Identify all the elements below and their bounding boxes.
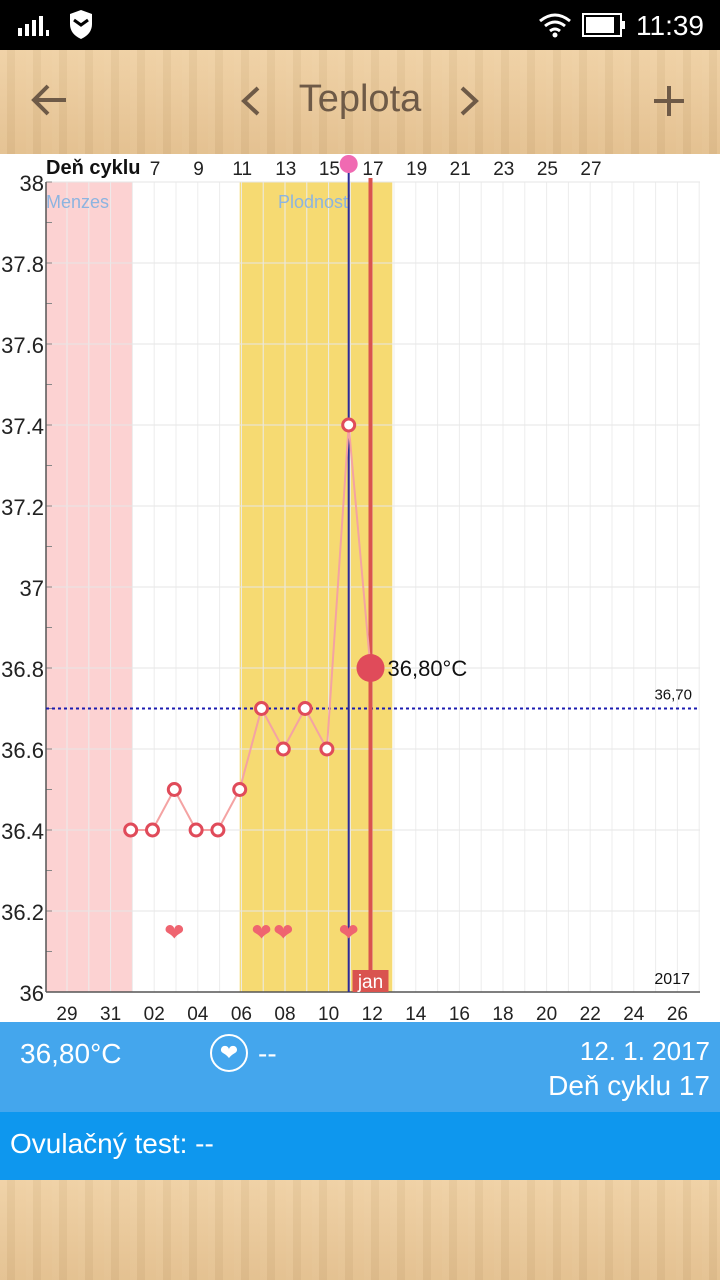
clock: 11:39 [636, 10, 704, 41]
month-tag [352, 970, 389, 992]
x-tick-label: 18 [492, 1004, 513, 1022]
month-label: jan [357, 972, 383, 993]
x-tick-label: 08 [274, 1004, 295, 1022]
intercourse-value: -- [258, 1038, 277, 1069]
temperature-point [166, 782, 182, 797]
temperature-point [319, 741, 335, 757]
selected-value-label: 36,80°C [388, 656, 468, 681]
cycle-day-tick-label: 21 [450, 159, 471, 180]
y-tick-label: 37.2 [1, 495, 44, 520]
cycle-day-tick-label: 9 [193, 159, 204, 180]
y-tick-label: 37.6 [1, 333, 44, 358]
selected-point [356, 654, 385, 682]
page-title: Teplota [298, 78, 422, 120]
cycle-day-tick-label: 27 [580, 159, 601, 180]
status-bar: 11:39 [0, 0, 720, 50]
heart-icon: ❤ [164, 918, 184, 946]
temperature-point [341, 417, 357, 433]
signal-icon [18, 16, 49, 36]
y-tick-label: 36.8 [1, 657, 44, 682]
y-tick-label: 36.2 [1, 900, 44, 925]
cycle-day-tick-label: 7 [150, 159, 161, 180]
fertile-label: Plodnosť [278, 192, 350, 212]
temperature-point [145, 822, 160, 838]
year-label: 2017 [654, 971, 690, 988]
x-tick-label: 26 [667, 1004, 688, 1022]
x-tick-label: 10 [318, 1004, 339, 1022]
y-tick-label: 37.8 [1, 252, 44, 277]
temperature-chart[interactable]: 36 36.2 36.4 36.6 36.8 37 37.2 37.4 37.6 37.8 38 De… [0, 154, 720, 1022]
back-arrow-icon[interactable] [30, 82, 70, 118]
heart-icon: ❤ [251, 918, 271, 946]
y-tick-label: 37 [20, 576, 44, 601]
temperature-value: 36,80°C [20, 1038, 122, 1069]
cycle-day-header-label: Deň cyklu [46, 157, 140, 179]
temperature-point [254, 701, 269, 716]
cycle-day-tick-label: 25 [537, 159, 558, 180]
shield-icon [70, 10, 92, 39]
day-info-panel: 36,80°C ❤ -- 12. 1. 2017 Deň cyklu 17 [0, 1022, 720, 1112]
chart-svg[interactable]: 36 36.2 36.4 36.6 36.8 37 37.2 37.4 37.6 37.8 38De… [0, 154, 720, 1022]
x-tick-label: 12 [362, 1004, 383, 1022]
ovulation-test-panel[interactable]: Ovulačný test: -- [0, 1112, 720, 1180]
x-tick-label: 22 [580, 1004, 601, 1022]
x-tick-label: 06 [231, 1004, 252, 1022]
ovulation-test-label: Ovulačný test: -- [10, 1128, 214, 1159]
temperature-point [275, 741, 291, 757]
toolbar [0, 50, 720, 154]
y-tick-label: 36 [20, 981, 44, 1006]
cycle-day-tick-label: 13 [275, 159, 296, 180]
x-tick-label: 31 [100, 1004, 121, 1022]
menses-label: Menzes [46, 192, 109, 212]
x-tick-label: 04 [187, 1004, 209, 1022]
heart-icon[interactable]: ❤ [210, 1034, 248, 1072]
battery-icon [582, 13, 625, 37]
prev-chevron-icon[interactable] [240, 86, 262, 116]
y-tick-label: 38 [20, 171, 44, 196]
temperature-point [232, 782, 248, 797]
temperature-line [130, 424, 372, 831]
cycle-day-tick-label: 15 [319, 159, 340, 180]
x-tick-label: 02 [144, 1004, 165, 1022]
coverline-label: 36,70 [654, 687, 692, 704]
next-chevron-icon[interactable] [458, 86, 480, 116]
cycle-day-tick-label: 19 [406, 159, 427, 180]
x-tick-label: 24 [623, 1004, 645, 1022]
cycle-day-tick-label: 11 [232, 159, 252, 180]
temperature-point [123, 822, 139, 838]
cycle-day-tick-label: 23 [493, 159, 514, 180]
x-tick-label: 16 [449, 1004, 470, 1022]
temperature-point [188, 822, 204, 838]
heart-icon: ❤ [273, 918, 293, 946]
heart-icon: ❤ [339, 918, 359, 946]
bottom-background [0, 1180, 720, 1280]
add-plus-icon[interactable] [652, 84, 686, 118]
x-tick-label: 14 [405, 1004, 427, 1022]
x-tick-label: 20 [536, 1004, 557, 1022]
temperature-point [297, 701, 313, 716]
cycle-day-value: Deň cyklu 17 [548, 1070, 710, 1101]
y-tick-label: 36.6 [1, 738, 44, 763]
ovulation-marker [339, 155, 358, 173]
cycle-day-tick-label: 17 [362, 159, 383, 180]
y-tick-label: 36.4 [1, 819, 44, 844]
y-tick-label: 37.4 [1, 414, 44, 439]
wifi-icon [539, 13, 571, 38]
temperature-point [210, 822, 226, 838]
selected-date: 12. 1. 2017 [579, 1036, 710, 1066]
x-tick-label: 29 [56, 1004, 77, 1022]
